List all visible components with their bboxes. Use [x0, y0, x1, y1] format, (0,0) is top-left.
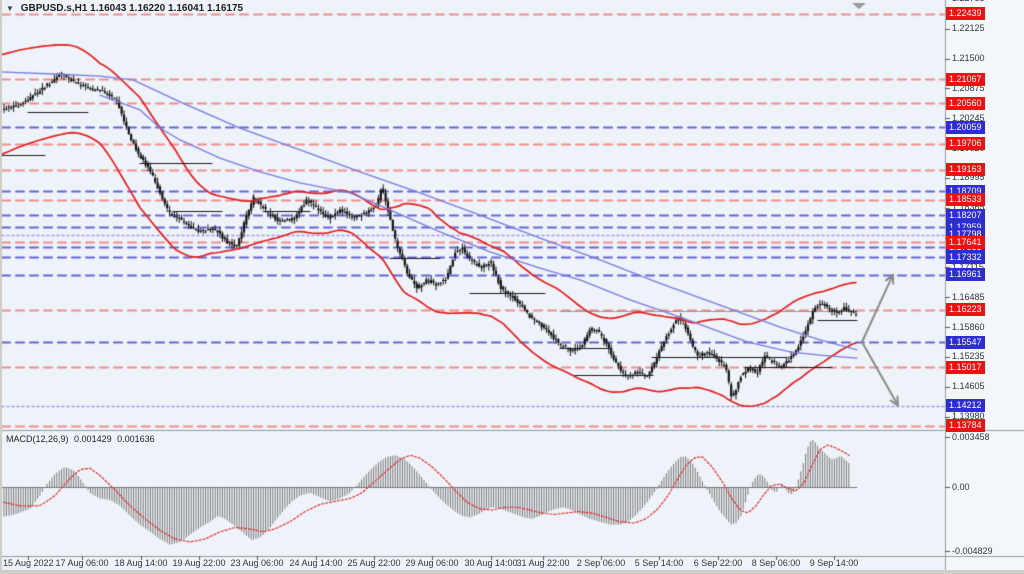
support-level-label: 1.17332	[946, 250, 985, 264]
price-tick-label: 1.20875	[952, 82, 985, 93]
support-level-label: 1.20059	[946, 120, 985, 134]
chevron-down-icon[interactable]: ▼	[6, 4, 14, 13]
macd-scale-label: -0.004829	[952, 545, 993, 556]
window-left-border	[0, 0, 2, 574]
macd-indicator-label: MACD(12,26,9) 0.001429 0.001636	[6, 434, 158, 444]
symbol-timeframe-label: GBPUSD.s,H1	[20, 3, 88, 14]
time-tick-label: 18 Aug 14:00	[114, 558, 168, 568]
time-tick-label: 6 Sep 22:00	[693, 558, 743, 568]
support-level-label: 1.16961	[946, 268, 985, 282]
price-tick-label: 1.22755	[952, 0, 985, 4]
window-bottom-border	[0, 570, 1024, 574]
time-tick-label: 2 Sep 06:00	[576, 558, 626, 568]
time-tick-label: 23 Aug 06:00	[230, 558, 284, 568]
price-tick-label: 1.22125	[952, 23, 985, 34]
resistance-level-label: 1.20560	[946, 96, 985, 110]
resistance-level-label: 1.17641	[946, 235, 985, 249]
chart-title: ▼ GBPUSD.s,H1 1.16043 1.16220 1.16041 1.…	[6, 3, 243, 14]
time-tick-label: 31 Aug 22:00	[516, 558, 570, 568]
macd-scale-label: 0.00	[952, 481, 970, 492]
time-tick-label: 17 Aug 06:00	[55, 558, 109, 568]
ohlc-values: 1.16043 1.16220 1.16041 1.16175	[90, 3, 244, 14]
price-tick-label: 1.21500	[952, 53, 985, 64]
resistance-level-label: 1.19163	[946, 163, 985, 177]
price-tick-label: 1.16485	[952, 291, 985, 302]
time-tick-label: 25 Aug 22:00	[347, 558, 401, 568]
time-tick-label: 19 Aug 22:00	[172, 558, 226, 568]
resistance-level-label: 1.22439	[946, 7, 985, 21]
time-tick-label: 30 Aug 14:00	[464, 558, 518, 568]
resistance-level-label: 1.15017	[946, 360, 985, 374]
resistance-level-label: 1.13784	[946, 419, 985, 433]
time-tick-label: 8 Sep 06:00	[751, 558, 801, 568]
time-tick-label: 29 Aug 06:00	[405, 558, 459, 568]
price-tick-label: 1.15860	[952, 321, 985, 332]
resistance-level-label: 1.16223	[946, 303, 985, 317]
resistance-level-label: 1.19706	[946, 137, 985, 151]
time-tick-label: 15 Aug 2022	[3, 558, 54, 568]
macd-name: MACD(12,26,9)	[6, 434, 69, 444]
time-tick-label: 5 Sep 14:00	[634, 558, 684, 568]
resistance-level-label: 1.18533	[946, 193, 985, 207]
time-tick-label: 9 Sep 14:00	[809, 558, 859, 568]
macd-signal-value: 0.001636	[117, 434, 155, 444]
price-tick-label: 1.15235	[952, 351, 985, 362]
support-level-label: 1.14212	[946, 399, 985, 413]
price-tick-label: 1.20245	[952, 112, 985, 123]
support-level-label: 1.18207	[946, 208, 985, 222]
support-level-label: 1.15547	[946, 335, 985, 349]
price-tick-label: 1.14605	[952, 381, 985, 392]
price-tick-label: 1.13980	[952, 411, 985, 422]
macd-value: 0.001429	[74, 434, 112, 444]
price-tick-label: 1.18365	[952, 202, 985, 213]
price-tick-label: 1.17115	[952, 261, 984, 272]
resistance-level-label: 1.21067	[946, 72, 985, 86]
time-tick-label: 24 Aug 14:00	[289, 558, 343, 568]
price-tick-label: 1.18995	[952, 172, 985, 183]
macd-scale-label: 0.003458	[952, 431, 990, 442]
